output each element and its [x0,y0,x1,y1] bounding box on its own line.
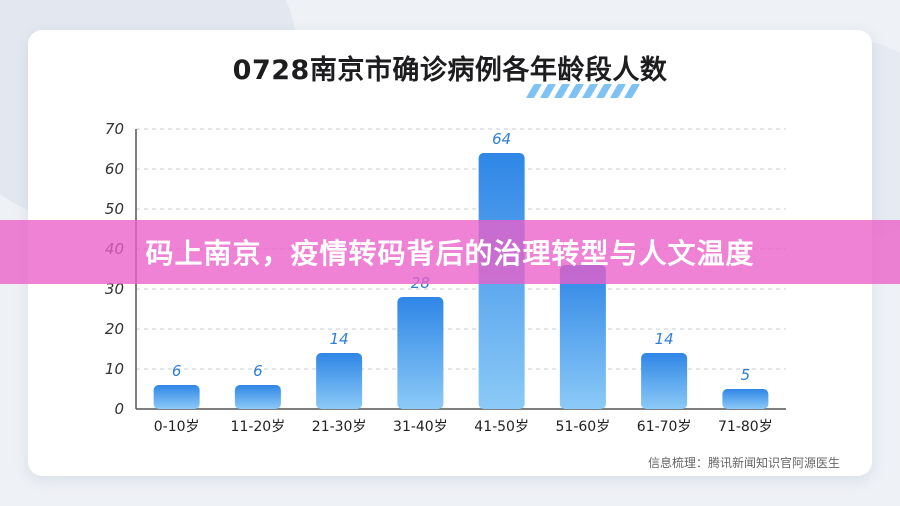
y-tick-label: 20 [105,320,124,338]
data-label: 64 [492,130,511,148]
bar [641,353,688,409]
x-tick-label: 31-40岁 [393,419,448,435]
chart-title: 0728南京市确诊病例各年龄段人数 [232,55,668,86]
x-tick-label: 0-10岁 [154,419,200,435]
bar [153,385,200,409]
y-tick-label: 0 [114,400,124,418]
bar [722,389,769,409]
bar [397,297,444,409]
bar [559,265,606,409]
x-tick-label: 21-30岁 [312,419,367,435]
bar [316,353,363,409]
data-label: 5 [741,366,751,384]
headline-text: 码上南京，疫情转码背后的治理转型与人文温度 [145,237,755,270]
y-tick-label: 30 [105,280,124,298]
y-tick-label: 70 [105,120,124,138]
x-tick-label: 61-70岁 [637,419,692,435]
x-tick-label: 51-60岁 [556,419,611,435]
bar-series [153,153,769,409]
source-note: 信息梳理：腾讯新闻知识官阿源医生 [647,456,840,470]
data-label: 6 [172,362,182,380]
x-tick-label: 11-20岁 [231,419,286,435]
x-axis: 0-10岁 11-20岁 21-30岁 31-40岁 41-50岁 51-60岁 61-70… [154,419,773,435]
x-tick-label: 71-80岁 [718,419,773,435]
data-label: 14 [655,330,674,348]
bar [234,385,281,409]
y-tick-label: 60 [105,160,124,178]
y-tick-label: 50 [105,200,124,218]
y-tick-label: 10 [105,360,124,378]
data-label: 14 [330,330,349,348]
x-tick-label: 41-50岁 [474,419,529,435]
data-label: 6 [253,362,263,380]
headline-banner: 码上南京，疫情转码背后的治理转型与人文温度 [0,220,900,284]
